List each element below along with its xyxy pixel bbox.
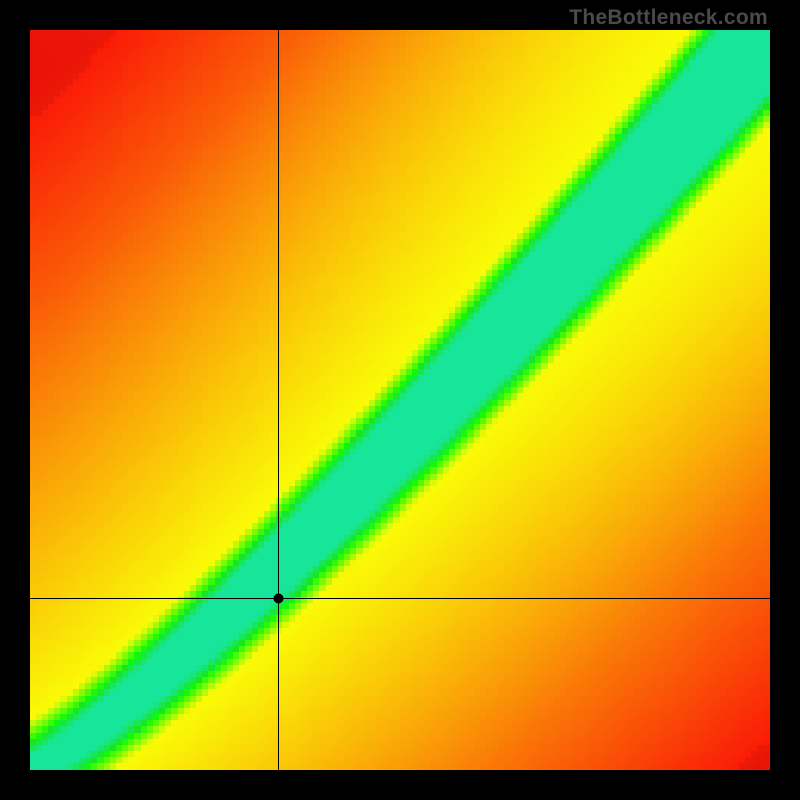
bottleneck-heatmap-canvas — [30, 30, 770, 770]
chart-container: { "watermark": { "text": "TheBottleneck.… — [0, 0, 800, 800]
watermark-text: TheBottleneck.com — [569, 6, 768, 30]
